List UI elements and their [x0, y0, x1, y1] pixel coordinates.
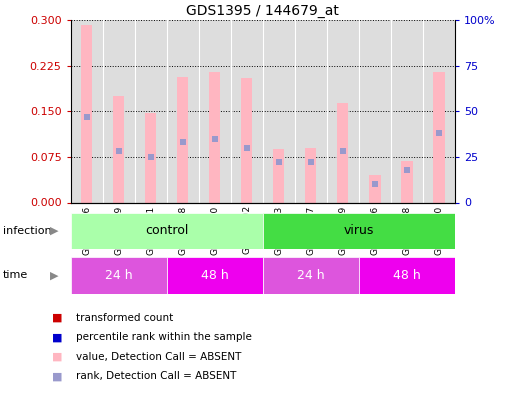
Bar [81, 24, 92, 202]
Text: time: time [3, 271, 28, 280]
Bar [134, 20, 167, 202]
Text: ■: ■ [52, 313, 63, 323]
Bar [71, 20, 103, 202]
Text: infection: infection [3, 226, 51, 236]
Text: ▶: ▶ [50, 226, 58, 236]
Bar [401, 161, 413, 202]
Text: rank, Detection Call = ABSENT: rank, Detection Call = ABSENT [76, 371, 236, 381]
Text: percentile rank within the sample: percentile rank within the sample [76, 333, 252, 342]
Bar [113, 96, 124, 202]
Text: 48 h: 48 h [393, 269, 421, 282]
Bar [359, 20, 391, 202]
Bar [273, 149, 285, 202]
Text: virus: virus [344, 224, 374, 237]
Text: ■: ■ [52, 352, 63, 362]
Bar [327, 20, 359, 202]
Bar [263, 257, 359, 294]
Text: 24 h: 24 h [105, 269, 132, 282]
Bar [359, 257, 455, 294]
Bar [263, 20, 295, 202]
Bar [103, 20, 134, 202]
Text: 24 h: 24 h [297, 269, 325, 282]
Bar [167, 257, 263, 294]
Bar [231, 20, 263, 202]
Text: ■: ■ [52, 333, 63, 342]
Bar [369, 175, 381, 202]
Bar [295, 20, 327, 202]
Bar [241, 78, 253, 202]
Bar [434, 72, 445, 202]
Bar [263, 213, 455, 249]
Bar [71, 213, 263, 249]
Bar [209, 72, 220, 202]
Bar [337, 103, 348, 202]
Text: 48 h: 48 h [201, 269, 229, 282]
Bar [71, 257, 167, 294]
Bar [199, 20, 231, 202]
Bar [305, 148, 316, 202]
Text: value, Detection Call = ABSENT: value, Detection Call = ABSENT [76, 352, 241, 362]
Bar [423, 20, 455, 202]
Bar [177, 77, 188, 202]
Bar [145, 113, 156, 202]
Text: transformed count: transformed count [76, 313, 173, 323]
Text: control: control [145, 224, 188, 237]
Bar [167, 20, 199, 202]
Text: ■: ■ [52, 371, 63, 381]
Bar [391, 20, 423, 202]
Title: GDS1395 / 144679_at: GDS1395 / 144679_at [186, 4, 339, 18]
Text: ▶: ▶ [50, 271, 58, 280]
